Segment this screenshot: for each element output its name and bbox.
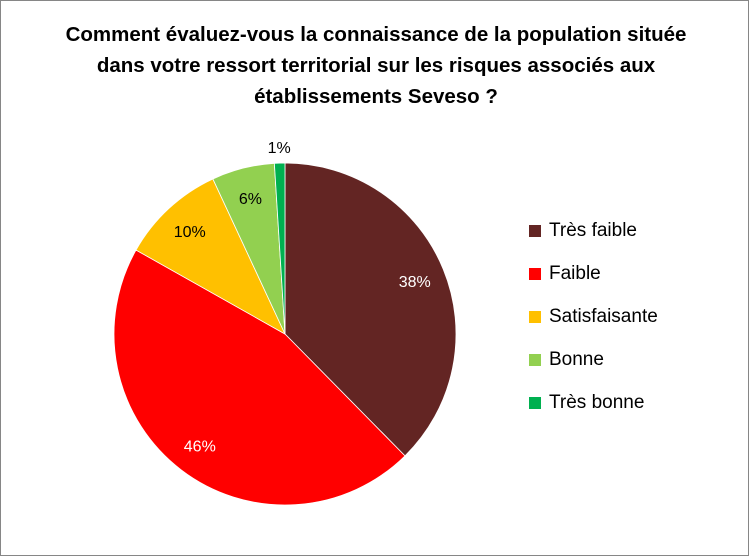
legend-label: Satisfaisante (549, 305, 658, 327)
legend-item: Satisfaisante (529, 295, 658, 338)
data-label: 10% (174, 224, 206, 241)
legend-item: Très bonne (529, 381, 658, 424)
chart-title: Comment évaluez-vous la connaissance de … (65, 23, 687, 108)
pie-slice-faible (113, 249, 406, 506)
legend-item: Très faible (529, 209, 658, 252)
legend-item: Bonne (529, 338, 658, 381)
legend: Très faible Faible Satisfaisante Bonne T… (529, 209, 658, 424)
legend-label: Très faible (549, 219, 637, 241)
legend-swatch (529, 310, 541, 323)
legend-swatch (529, 267, 541, 280)
legend-label: Faible (549, 262, 601, 284)
pie-slice-satisfaisante (135, 178, 286, 335)
legend-item: Faible (529, 252, 658, 295)
legend-swatch (529, 353, 541, 366)
pie-slice-très-bonne (273, 162, 286, 335)
data-label: 6% (239, 191, 262, 208)
legend-swatch (529, 224, 541, 237)
legend-swatch (529, 396, 541, 409)
data-label: 46% (184, 438, 216, 455)
data-label: 1% (268, 140, 291, 157)
legend-label: Très bonne (549, 391, 645, 413)
pie-slice-très-faible (284, 162, 457, 457)
legend-label: Bonne (549, 348, 604, 370)
data-label: 38% (399, 274, 431, 291)
